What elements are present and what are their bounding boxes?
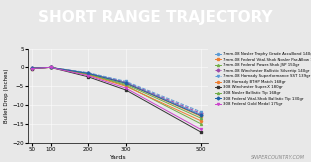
Legend: 7mm-08 Nosler Trophy Grade AccuBond 140gr, 7mm-08 Federal Vital-Shok Nosler Par-: 7mm-08 Nosler Trophy Grade AccuBond 140g… (214, 51, 311, 108)
Y-axis label: Bullet Drop (Inches): Bullet Drop (Inches) (4, 68, 9, 123)
Text: SNIPERCOUNTRY.COM: SNIPERCOUNTRY.COM (251, 155, 305, 160)
X-axis label: Yards: Yards (110, 155, 127, 160)
Text: SHORT RANGE TRAJECTORY: SHORT RANGE TRAJECTORY (38, 10, 273, 25)
